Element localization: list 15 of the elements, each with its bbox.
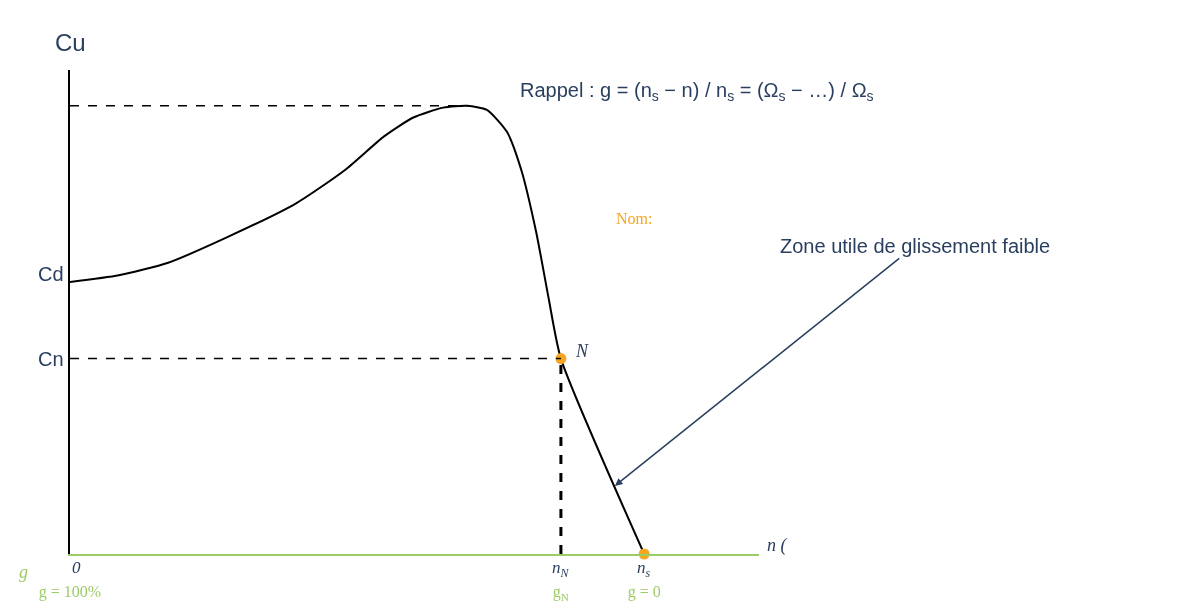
x-tick-label: g = 100% xyxy=(38,583,102,602)
annotation: n$_{N}$ xyxy=(552,558,570,580)
y-axis-title: Cu xyxy=(55,29,86,56)
text: Rappel : g = (n$_{s}$ − n) / n$_{s}$ = (Ω$_{s}$ − …) / Ω$_{s}$ xyxy=(520,79,874,105)
text: 0 xyxy=(72,558,81,577)
x-axis-title: g xyxy=(19,562,28,582)
annotation: Cd xyxy=(38,263,64,285)
annotation: N xyxy=(575,341,589,361)
x-tick-label: g = 0 xyxy=(627,583,661,602)
text: n ( xyxy=(767,535,788,556)
annotation: Nom: xyxy=(616,210,653,227)
ref-line-label: Cn xyxy=(38,348,64,370)
annotation: Zone utile de glissement faible xyxy=(780,235,1051,257)
annotation: n$_{s}$ xyxy=(637,558,651,580)
x-tick-label: g$_{N}$ xyxy=(552,583,569,603)
